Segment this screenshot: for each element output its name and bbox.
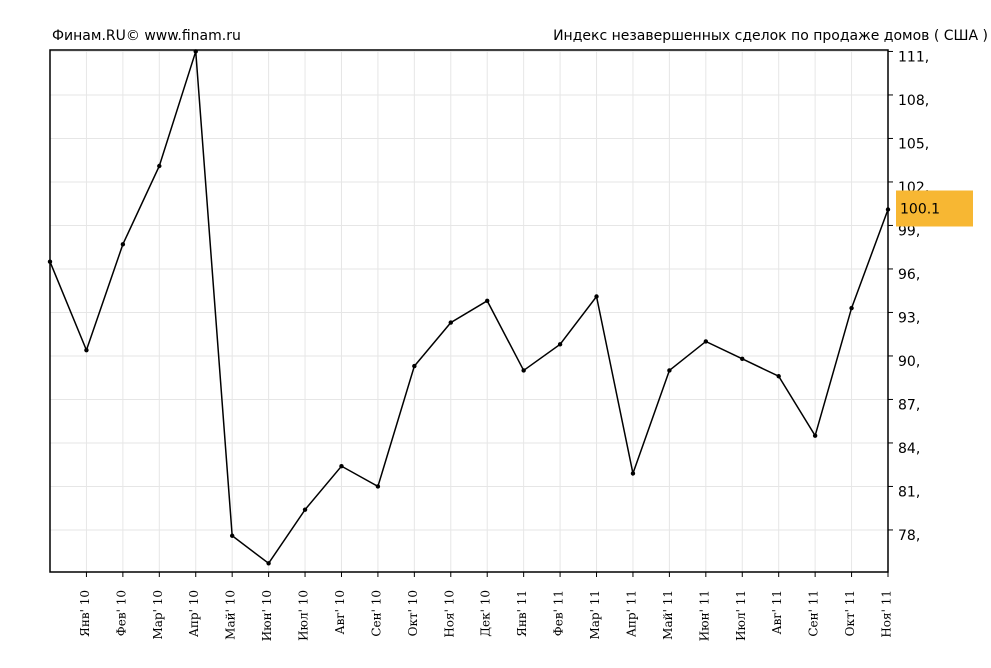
- x-tick-label: Ноя' 10: [442, 590, 456, 638]
- x-tick-label: Апр' 10: [187, 590, 201, 637]
- point: [812, 433, 818, 438]
- y-tick-label: 78,: [898, 528, 920, 544]
- point: [849, 305, 854, 311]
- point: [740, 356, 745, 362]
- x-tick-label: Мар' 11: [588, 590, 602, 640]
- point: [667, 368, 672, 373]
- point: [375, 484, 381, 489]
- y-tick-label: 81,: [898, 484, 920, 500]
- y-tick-label: 90,: [898, 354, 920, 370]
- x-tick-label: Май' 11: [661, 590, 675, 640]
- x-tick-label: Июл' 11: [734, 590, 748, 641]
- x-tick-label: Янв' 11: [515, 590, 529, 637]
- x-tick-label: Ноя' 11: [880, 590, 894, 638]
- y-tick-label: 105,: [898, 136, 929, 152]
- x-tick-label: Авг' 10: [333, 590, 347, 635]
- x-tick-label: Сен' 11: [807, 590, 821, 637]
- point: [594, 294, 599, 299]
- point: [157, 163, 162, 169]
- point: [448, 320, 453, 325]
- point: [703, 339, 709, 344]
- y-tick-label: 96,: [898, 267, 920, 283]
- point: [557, 342, 563, 347]
- point: [412, 363, 417, 369]
- x-tick-label: Июн' 11: [697, 590, 711, 641]
- point: [302, 507, 308, 512]
- x-tick-label: Май' 10: [224, 590, 238, 640]
- point: [47, 259, 53, 264]
- x-tick-label: Июл' 10: [297, 590, 311, 641]
- x-tick-label: Окт' 10: [406, 590, 420, 636]
- point: [120, 242, 126, 247]
- last-value-label: 100.1: [900, 202, 940, 218]
- y-tick-label: 111,: [898, 49, 929, 65]
- y-tick-label: 87,: [898, 397, 920, 413]
- x-tick-label: Фев' 10: [114, 590, 128, 636]
- line: [49, 51, 889, 565]
- x-tick-label: Сен' 10: [369, 590, 383, 637]
- point: [84, 347, 89, 353]
- last-value-box: [896, 190, 973, 227]
- y-tick-label: 84,: [898, 441, 920, 457]
- point: [630, 471, 636, 476]
- y-tick-label: 108,: [898, 93, 929, 109]
- x-tick-label: Июн' 10: [260, 590, 274, 641]
- x-tick-label: Янв' 10: [78, 590, 92, 637]
- x-tick-label: Фев' 11: [552, 590, 566, 636]
- chart-title: Индекс незавершенных сделок по продаже д…: [553, 28, 988, 44]
- point: [266, 561, 271, 566]
- point: [485, 298, 490, 304]
- point: [521, 368, 526, 373]
- plot-frame: [49, 49, 889, 573]
- point: [339, 463, 344, 469]
- y-tick-label: 99,: [898, 223, 920, 239]
- y-tick-label: 93,: [898, 310, 920, 326]
- x-tick-label: Мар' 10: [151, 590, 165, 640]
- source: Финам.RU© www.finam.ru: [52, 28, 241, 44]
- point: [885, 207, 891, 212]
- point: [776, 374, 781, 379]
- point: [229, 533, 235, 538]
- x-tick-label: Дек' 10: [479, 590, 493, 637]
- point: [193, 49, 198, 54]
- x-tick-label: Авг' 11: [770, 590, 784, 635]
- x-tick-label: Апр' 11: [624, 590, 638, 637]
- x-tick-label: Окт' 11: [843, 590, 857, 636]
